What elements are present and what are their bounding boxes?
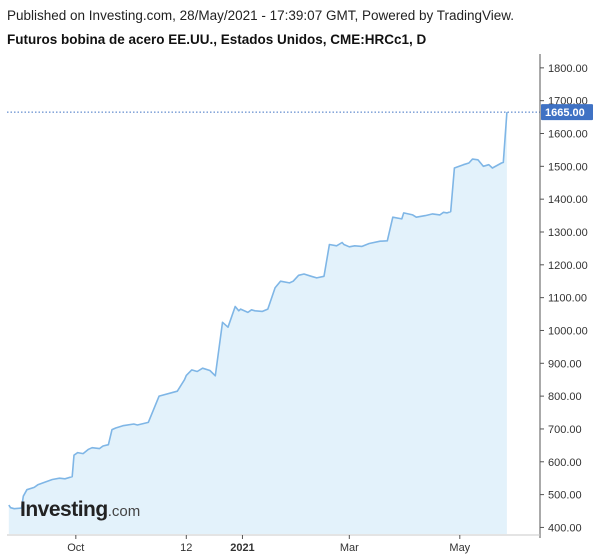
last-price-label: 1665.00 [545,107,585,119]
y-tick-label: 600.00 [548,457,582,469]
x-tick-label: 12 [180,542,192,554]
y-tick-label: 1200.00 [548,260,588,272]
y-tick-label: 1600.00 [548,129,588,141]
y-tick-label: 700.00 [548,424,582,436]
price-line [8,112,508,510]
logo-suffix: .com [107,503,141,520]
y-tick-label: 1800.00 [548,63,588,75]
last-price-badge [541,104,593,121]
x-tick-label: Mar [340,542,359,554]
y-tick-label: 400.00 [548,522,582,534]
x-tick-label: 2021 [230,542,254,554]
published-note: Published on Investing.com, 28/May/2021 … [7,8,515,23]
x-tick-label: Oct [67,542,84,554]
y-tick-label: 1000.00 [548,325,588,337]
logo-main: Investing [20,498,108,521]
y-tick-label: 800.00 [548,391,582,403]
y-tick-label: 1400.00 [548,194,588,206]
price-area [8,112,507,534]
y-tick-label: 900.00 [548,358,582,370]
chart-title: Futuros bobina de acero EE.UU., Estados … [7,32,427,47]
y-tick-label: 1100.00 [548,293,587,305]
y-tick-label: 1500.00 [548,161,588,173]
investing-logo: Investing.com [20,498,140,522]
x-tick-label: May [449,542,470,554]
y-tick-label: 500.00 [548,490,582,502]
y-tick-label: 1300.00 [548,227,588,239]
